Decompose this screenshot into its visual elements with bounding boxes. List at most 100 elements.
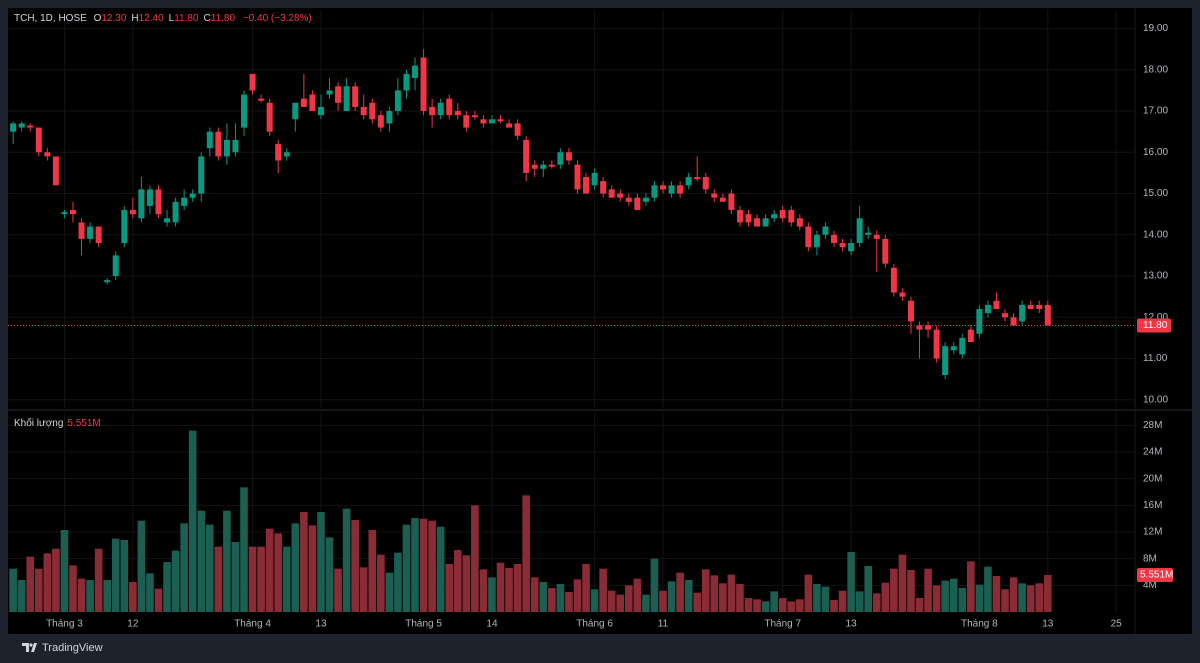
- x-tick-label: 13: [1042, 619, 1054, 630]
- candle-body: [762, 218, 769, 227]
- candle-body: [69, 210, 76, 215]
- candle-body: [574, 164, 581, 190]
- candle-body: [848, 243, 855, 252]
- volume-bar: [642, 594, 650, 612]
- volume-bar: [650, 558, 659, 612]
- ohlc-value: 11.80: [210, 13, 236, 24]
- volume-bar: [915, 598, 924, 612]
- volume-legend: Khối lượng 5.551M: [14, 418, 101, 429]
- candle-body: [112, 255, 119, 277]
- candle-body: [266, 102, 273, 132]
- y2-tick-label: 20M: [1143, 473, 1162, 484]
- candle-body: [754, 218, 761, 227]
- volume-bar: [770, 591, 778, 612]
- volume-bar: [103, 580, 111, 612]
- candle-body: [993, 300, 1000, 310]
- volume-bar: [300, 512, 308, 612]
- volume-bar: [727, 574, 736, 612]
- candle-body: [514, 123, 521, 136]
- candle-body: [685, 177, 692, 186]
- volume-bar: [9, 568, 17, 612]
- volume-bar: [342, 508, 351, 612]
- candle-body: [711, 193, 718, 198]
- x-tick-label: Tháng 5: [405, 619, 442, 630]
- candle-body: [531, 164, 538, 169]
- volume-bar: [710, 575, 719, 612]
- candle-body: [728, 193, 735, 211]
- candle-body: [232, 139, 239, 153]
- volume-bar: [274, 533, 283, 612]
- candle-body: [967, 329, 974, 343]
- volume-bar: [94, 548, 103, 612]
- volume-bar: [223, 510, 231, 612]
- volume-bar: [684, 580, 693, 612]
- candle-body: [283, 152, 290, 157]
- chart-background: [8, 8, 1192, 634]
- candle-body: [882, 238, 889, 264]
- y-tick-label: 16.00: [1143, 147, 1168, 158]
- volume-bar: [821, 586, 830, 612]
- candle-body: [138, 189, 145, 219]
- candle-body: [625, 197, 632, 202]
- candle-body: [215, 131, 222, 157]
- ohlc-key: O: [93, 13, 102, 24]
- x-tick-label: 12: [127, 619, 139, 630]
- volume-bar: [753, 599, 761, 612]
- volume-bar: [941, 580, 949, 612]
- volume-bar: [146, 573, 154, 612]
- y-tick-label: 14.00: [1143, 229, 1168, 240]
- x-tick-label: 14: [486, 619, 498, 630]
- candle-body: [497, 119, 504, 122]
- candle-body: [831, 234, 838, 244]
- volume-bar: [171, 550, 180, 612]
- ohlc: O12.30 H12.40 L11.80 C11.80: [90, 13, 240, 24]
- volume-bar: [736, 584, 744, 612]
- volume-bar: [188, 430, 197, 612]
- y2-tick-label: 12M: [1143, 527, 1162, 538]
- volume-bar: [411, 518, 419, 612]
- volume-bar: [975, 584, 984, 612]
- candle-body: [984, 304, 991, 314]
- volume-bar: [924, 568, 932, 612]
- candle-body: [164, 218, 171, 223]
- candle-body: [642, 197, 649, 202]
- candle-body: [377, 115, 384, 128]
- volume-bar: [667, 581, 676, 612]
- volume-bar: [205, 524, 214, 612]
- volume-bar: [308, 525, 317, 612]
- volume-bar: [984, 566, 992, 612]
- volume-bar: [43, 553, 52, 612]
- y-tick-label: 13.00: [1143, 271, 1168, 282]
- volume-bar: [830, 600, 838, 612]
- candle-body: [335, 86, 342, 103]
- candle-body: [719, 197, 726, 202]
- volume-bar: [462, 555, 471, 612]
- candle-body: [52, 156, 59, 186]
- candle-body: [925, 325, 932, 330]
- volume-bar: [1026, 585, 1035, 612]
- candle-body: [189, 193, 196, 198]
- candle-body: [360, 106, 367, 116]
- volume-bar: [1018, 583, 1026, 612]
- volume-bar: [967, 561, 975, 612]
- candle-body: [1002, 313, 1009, 318]
- volume-bar: [958, 588, 967, 612]
- volume-bar: [872, 593, 881, 612]
- volume-bar: [565, 592, 573, 612]
- last-price-label: 11.80: [1143, 320, 1168, 331]
- volume-bar: [676, 572, 684, 612]
- candle-body: [1036, 304, 1043, 310]
- candle-body: [523, 139, 530, 173]
- volume-bar: [505, 568, 513, 612]
- candle-body: [420, 57, 427, 112]
- y2-tick-label: 16M: [1143, 500, 1162, 511]
- volume-bar: [60, 530, 69, 612]
- volume-bar: [847, 552, 855, 612]
- candle-body: [813, 234, 820, 248]
- candle-body: [292, 102, 299, 120]
- volume-bar: [744, 598, 753, 612]
- volume-bar: [52, 548, 60, 612]
- volume-bar: [111, 538, 120, 612]
